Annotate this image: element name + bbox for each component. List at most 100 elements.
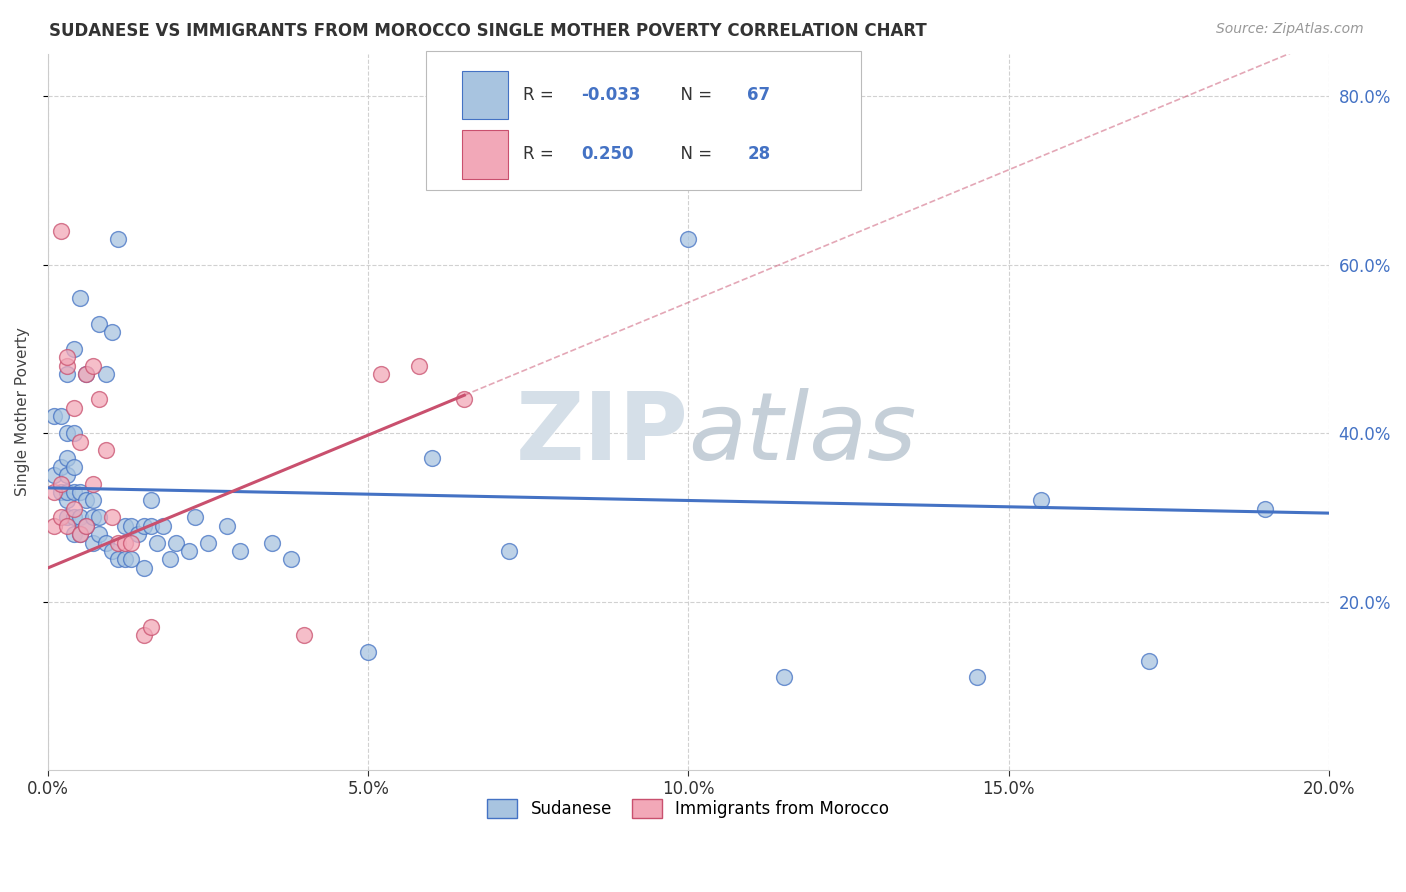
Point xyxy=(76,367,98,381)
Point xyxy=(49,409,72,424)
Point xyxy=(49,510,72,524)
Point xyxy=(44,485,66,500)
Point xyxy=(139,493,162,508)
Point xyxy=(76,493,98,508)
Point xyxy=(44,409,66,424)
Point xyxy=(56,426,79,441)
Point xyxy=(132,518,155,533)
Point xyxy=(56,468,79,483)
Point xyxy=(229,544,252,558)
Point xyxy=(773,670,796,684)
Text: SUDANESE VS IMMIGRANTS FROM MOROCCO SINGLE MOTHER POVERTY CORRELATION CHART: SUDANESE VS IMMIGRANTS FROM MOROCCO SING… xyxy=(49,22,927,40)
Point xyxy=(56,359,79,373)
Point xyxy=(165,535,187,549)
Point xyxy=(120,552,142,566)
Point xyxy=(82,359,104,373)
Point xyxy=(184,510,207,524)
Point xyxy=(56,510,79,524)
Point xyxy=(62,401,84,415)
Y-axis label: Single Mother Poverty: Single Mother Poverty xyxy=(15,327,30,497)
Point xyxy=(69,434,91,449)
Point xyxy=(62,510,84,524)
Point xyxy=(56,451,79,466)
Point xyxy=(62,502,84,516)
Legend: Sudanese, Immigrants from Morocco: Sudanese, Immigrants from Morocco xyxy=(479,790,898,826)
Point xyxy=(49,459,72,474)
FancyBboxPatch shape xyxy=(426,51,862,190)
Point xyxy=(76,367,98,381)
Point xyxy=(69,510,91,524)
Point xyxy=(114,518,136,533)
Point xyxy=(56,367,79,381)
Point xyxy=(107,552,129,566)
Point xyxy=(408,359,430,373)
Text: -0.033: -0.033 xyxy=(581,86,640,104)
Point xyxy=(44,468,66,483)
Text: 0.250: 0.250 xyxy=(581,145,633,163)
Text: Source: ZipAtlas.com: Source: ZipAtlas.com xyxy=(1216,22,1364,37)
Point xyxy=(69,291,91,305)
Point xyxy=(94,367,117,381)
Point xyxy=(159,552,181,566)
Point xyxy=(56,485,79,500)
Point xyxy=(132,561,155,575)
Point xyxy=(217,518,239,533)
Point xyxy=(82,510,104,524)
Point xyxy=(69,485,91,500)
Point xyxy=(139,620,162,634)
Point xyxy=(82,535,104,549)
Point xyxy=(62,485,84,500)
Point xyxy=(1139,653,1161,667)
Point xyxy=(139,518,162,533)
Point xyxy=(262,535,284,549)
Point xyxy=(49,485,72,500)
Point xyxy=(357,645,380,659)
FancyBboxPatch shape xyxy=(461,70,508,120)
Point xyxy=(69,527,91,541)
Point xyxy=(101,325,124,339)
Text: atlas: atlas xyxy=(689,388,917,479)
Point xyxy=(94,535,117,549)
Point xyxy=(177,544,200,558)
Point xyxy=(82,476,104,491)
Point xyxy=(966,670,988,684)
Text: ZIP: ZIP xyxy=(516,387,689,480)
Text: 67: 67 xyxy=(748,86,770,104)
Point xyxy=(498,544,520,558)
Point xyxy=(107,535,129,549)
Point xyxy=(62,459,84,474)
Point xyxy=(197,535,219,549)
Text: R =: R = xyxy=(523,145,564,163)
Point xyxy=(49,224,72,238)
Point xyxy=(280,552,302,566)
Point xyxy=(69,527,91,541)
Point xyxy=(62,342,84,356)
Point xyxy=(62,426,84,441)
Point xyxy=(101,544,124,558)
Point xyxy=(94,442,117,457)
Point xyxy=(114,552,136,566)
Point xyxy=(44,518,66,533)
FancyBboxPatch shape xyxy=(461,130,508,178)
Point xyxy=(76,518,98,533)
Point xyxy=(678,232,700,246)
Point xyxy=(56,518,79,533)
Point xyxy=(89,527,111,541)
Text: N =: N = xyxy=(671,145,718,163)
Point xyxy=(82,493,104,508)
Text: N =: N = xyxy=(671,86,718,104)
Point xyxy=(127,527,149,541)
Point xyxy=(370,367,392,381)
Point xyxy=(152,518,174,533)
Point xyxy=(146,535,169,549)
Point xyxy=(107,232,129,246)
Point xyxy=(56,351,79,365)
Point xyxy=(76,518,98,533)
Point xyxy=(56,493,79,508)
Text: R =: R = xyxy=(523,86,560,104)
Point xyxy=(132,628,155,642)
Point xyxy=(49,476,72,491)
Point xyxy=(581,148,603,162)
Point xyxy=(120,535,142,549)
Point xyxy=(89,317,111,331)
